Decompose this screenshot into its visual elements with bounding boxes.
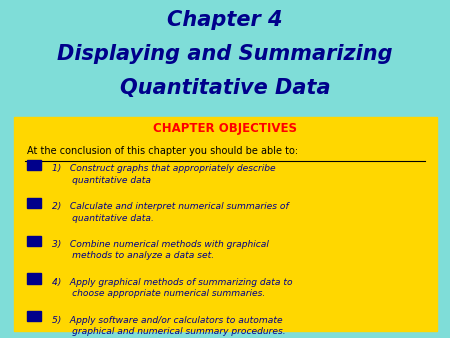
Text: Chapter 4: Chapter 4 (167, 10, 283, 30)
Text: 4)   Apply graphical methods of summarizing data to
       choose appropriate nu: 4) Apply graphical methods of summarizin… (52, 278, 292, 298)
Text: 3)   Combine numerical methods with graphical
       methods to analyze a data s: 3) Combine numerical methods with graphi… (52, 240, 269, 261)
Bar (27, 273, 40, 284)
Text: Displaying and Summarizing: Displaying and Summarizing (57, 44, 393, 64)
FancyBboxPatch shape (14, 117, 436, 331)
Text: CHAPTER OBJECTIVES: CHAPTER OBJECTIVES (153, 122, 297, 135)
Text: At the conclusion of this chapter you should be able to:: At the conclusion of this chapter you sh… (27, 146, 298, 156)
Text: 2)   Calculate and interpret numerical summaries of
       quantitative data.: 2) Calculate and interpret numerical sum… (52, 202, 288, 223)
Text: Quantitative Data: Quantitative Data (120, 78, 330, 98)
Text: 1)   Construct graphs that appropriately describe
       quantitative data: 1) Construct graphs that appropriately d… (52, 164, 275, 185)
Bar (27, 311, 40, 321)
Text: 5)   Apply software and/or calculators to automate
       graphical and numerica: 5) Apply software and/or calculators to … (52, 316, 285, 336)
Bar (27, 198, 40, 208)
Bar (27, 160, 40, 170)
Bar (27, 236, 40, 246)
